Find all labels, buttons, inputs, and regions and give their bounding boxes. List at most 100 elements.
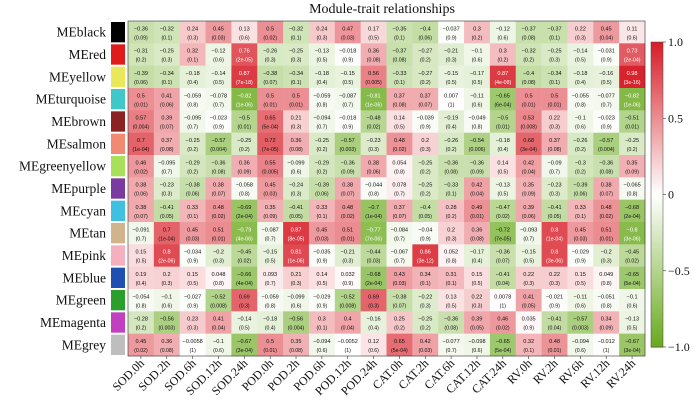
heatmap-cell (283, 333, 310, 357)
cell-correlation-label: −0.2 (213, 250, 224, 256)
cell-correlation-label: 0.31 (446, 272, 457, 278)
cell-correlation-label: −0.091 (132, 227, 149, 233)
heatmap-cell (283, 266, 310, 290)
cell-pvalue-label: (0.3) (549, 125, 560, 131)
heatmap-cell (153, 110, 180, 133)
cell-pvalue-label: (0.01) (134, 102, 148, 108)
heatmap-cell (438, 333, 465, 357)
cell-pvalue-label: (0.9) (317, 259, 328, 265)
heatmap-cell (412, 43, 439, 66)
heatmap-cell (231, 199, 258, 223)
heatmap-cell (386, 311, 413, 334)
cell-pvalue-label: (0.9) (549, 303, 560, 309)
cell-pvalue-label: (0.3) (291, 281, 302, 287)
cell-correlation-label: 0.49 (472, 205, 483, 211)
cell-pvalue-label: (0.3) (523, 281, 534, 287)
cell-correlation-label: −0.13 (315, 49, 329, 55)
heatmap-cell (205, 222, 232, 245)
heatmap-cell (541, 177, 568, 200)
colorbar-tick-label: −0.5 (668, 264, 690, 278)
cell-correlation-label: −0.21 (444, 49, 458, 55)
cell-correlation-label: −0.57 (573, 317, 587, 323)
heatmap-cell (567, 199, 594, 223)
cell-pvalue-label: (0.3) (291, 58, 302, 64)
cell-correlation-label: −0.17 (470, 71, 484, 77)
heatmap-cell (515, 21, 542, 44)
cell-pvalue-label: (0.8) (601, 281, 612, 287)
cell-correlation-label: −0.72 (496, 227, 510, 233)
heatmap-cell (464, 333, 491, 357)
cell-pvalue-label: (0.05) (418, 214, 432, 220)
heatmap-cell (464, 266, 491, 290)
heatmap-cell (179, 311, 206, 334)
heatmap-cell (464, 177, 491, 200)
cell-correlation-label: 0.34 (601, 317, 612, 323)
cell-pvalue-label: (0.5) (497, 169, 508, 175)
cell-correlation-label: 0.33 (316, 205, 327, 211)
cell-pvalue-label: (0.01) (263, 348, 277, 354)
cell-pvalue-label: (0.4) (368, 326, 379, 332)
cell-pvalue-label: (0.5) (497, 192, 508, 198)
cell-pvalue-label: (0.3) (239, 303, 250, 309)
cell-correlation-label: 0.36 (368, 49, 379, 55)
cell-correlation-label: −0.021 (546, 294, 563, 300)
heatmap-cell (489, 289, 517, 312)
cell-pvalue-label: (0.7) (317, 125, 328, 131)
cell-correlation-label: 0.24 (187, 26, 198, 32)
heatmap-cell (257, 21, 284, 44)
cell-pvalue-label: (5e-04) (494, 348, 511, 354)
row-label: MEcyan (60, 203, 106, 218)
cell-pvalue-label: (4e-06) (236, 236, 253, 242)
cell-correlation-label: −0.69 (237, 205, 251, 211)
heatmap-cell (231, 155, 258, 178)
module-color-swatch (111, 312, 125, 333)
cell-pvalue-label: (0.004) (598, 147, 615, 153)
cell-pvalue-label: (0.2) (136, 58, 147, 64)
cell-correlation-label: −0.37 (547, 26, 561, 32)
cell-correlation-label: 0.65 (394, 339, 405, 345)
cell-correlation-label: −0.018 (339, 49, 356, 55)
heatmap-cell (179, 289, 206, 312)
heatmap-cell (386, 132, 413, 156)
cell-correlation-label: 0.36 (239, 160, 250, 166)
heatmap-cell (619, 21, 646, 44)
heatmap-cell (128, 110, 155, 133)
cell-pvalue-label: (0.7) (265, 281, 276, 287)
cell-pvalue-label: (0.03) (393, 281, 407, 287)
cell-pvalue-label: (0.01) (522, 102, 536, 108)
heatmap-cell (205, 199, 232, 223)
cell-pvalue-label: (0.04) (599, 35, 613, 41)
cell-correlation-label: 0.53 (523, 116, 534, 122)
heatmap-cell (386, 155, 413, 178)
cell-pvalue-label: (0.8) (239, 192, 250, 198)
cell-pvalue-label: (0.3) (368, 303, 379, 309)
cell-correlation-label: 0.12 (368, 339, 379, 345)
cell-correlation-label: 0.35 (291, 339, 302, 345)
heatmap-cell (567, 43, 594, 66)
cell-pvalue-label: (0.06) (186, 192, 200, 198)
cell-correlation-label: 0.72 (265, 138, 276, 144)
cell-pvalue-label: (1e-04) (158, 236, 175, 242)
heatmap-cell (128, 132, 155, 156)
heatmap-cell (153, 155, 180, 178)
module-color-swatch (111, 245, 125, 266)
column-labels: SOD.0hSOD.2hSOD.6hSOD.12hSOD.24hPOD.0hPO… (110, 356, 638, 398)
cell-correlation-label: 0.2 (163, 272, 171, 278)
heatmap-cell (360, 289, 387, 312)
cell-correlation-label: −0.67 (237, 339, 251, 345)
cell-pvalue-label: (0.06) (522, 214, 536, 220)
cell-pvalue-label: (0.6) (291, 303, 302, 309)
heatmap-cell (515, 88, 542, 111)
cell-pvalue-label: (0.08) (522, 80, 536, 86)
cell-correlation-label: 0.5 (266, 339, 274, 345)
cell-correlation-label: 0.035 (522, 317, 536, 323)
heatmap-cell (593, 132, 620, 156)
heatmap-cell (567, 311, 594, 334)
cell-pvalue-label: (0.03) (263, 192, 277, 198)
cell-correlation-label: 0.15 (135, 250, 146, 256)
heatmap-cell (283, 244, 310, 267)
cell-pvalue-label: (5e-04) (624, 281, 641, 287)
cell-correlation-label: 0.35 (523, 183, 534, 189)
heatmap-cell (308, 266, 336, 290)
heatmap-cell (593, 65, 620, 89)
